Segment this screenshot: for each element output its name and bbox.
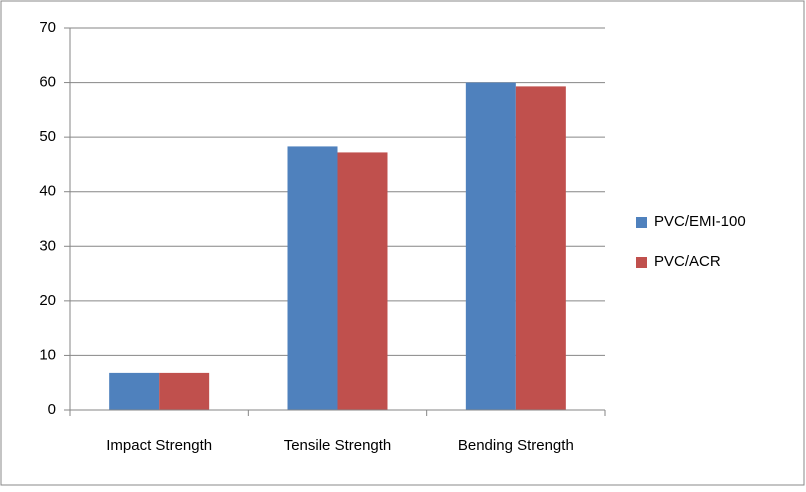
y-tick-label: 10 [39,346,56,363]
x-tick-label: Impact Strength [106,437,212,454]
legend-label: PVC/ACR [654,253,721,270]
y-tick-label: 60 [39,74,56,91]
bar [337,152,388,410]
legend-swatch [636,257,647,268]
bar [109,372,160,410]
y-tick-label: 50 [39,128,56,145]
legend-label: PVC/EMI-100 [654,213,746,230]
y-tick-label: 70 [39,19,56,36]
y-tick-label: 30 [39,237,56,254]
bar [287,146,338,411]
legend-swatch [636,217,647,228]
x-tick-label: Bending Strength [458,437,574,454]
bar [159,372,210,410]
y-tick-label: 40 [39,183,56,200]
y-tick-label: 0 [48,401,56,418]
x-tick-label: Tensile Strength [284,437,392,454]
bar [515,86,566,411]
bar [465,82,516,411]
y-tick-label: 20 [39,292,56,309]
